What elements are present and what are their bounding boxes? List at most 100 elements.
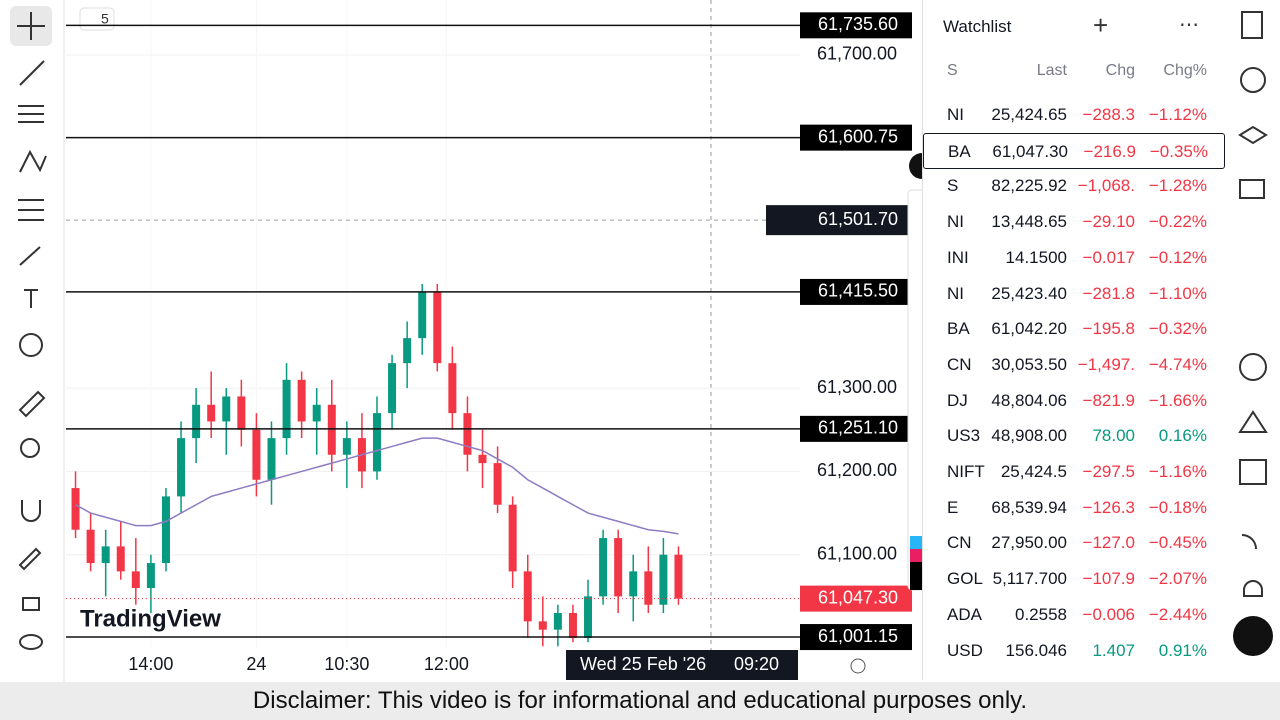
watchlist-row[interactable]: NI 13,448.65 −29.10 −0.22% <box>923 204 1223 238</box>
candle-body <box>629 571 638 597</box>
candle-body <box>342 438 351 455</box>
candle-body <box>584 596 593 639</box>
symbol: S <box>947 176 959 196</box>
right-toolbar <box>1233 11 1273 656</box>
candle-body <box>644 571 653 605</box>
candle-body <box>508 504 517 572</box>
price-line-box <box>800 124 912 151</box>
watchlist-row[interactable]: CN 30,053.50 −1,497. −4.74% <box>923 347 1223 381</box>
candle-body <box>192 404 201 439</box>
tool-icons <box>17 12 47 650</box>
watchlist-header: S Last Chg Chg% <box>923 62 1223 82</box>
last-price: 82,225.92 <box>991 176 1067 196</box>
price-line-label: 61,001.15 <box>818 626 898 646</box>
crosshair-price-label: 61,501.70 <box>818 209 898 229</box>
price-line-label: 61,415.50 <box>818 281 898 301</box>
watchlist-row[interactable]: S 82,225.92 −1,068. −1.28% <box>923 168 1223 202</box>
watchlist-row[interactable]: US3 48,908.00 78.00 0.16% <box>923 418 1223 452</box>
x-tick-label: 10:30 <box>324 654 369 674</box>
watchlist-row[interactable]: ADA 0.2558 −0.006 −2.44% <box>923 597 1223 631</box>
symbol: BA <box>947 319 970 339</box>
watchlist-row[interactable]: E 68,539.94 −126.3 −0.18% <box>923 490 1223 524</box>
change-percent: −1.66% <box>1148 390 1207 410</box>
change-percent: −2.07% <box>1148 569 1207 589</box>
color-swatch-magenta[interactable] <box>910 549 922 562</box>
symbol: NI <box>947 283 964 303</box>
column-header[interactable]: Last <box>1036 62 1067 79</box>
candle-body <box>131 571 140 589</box>
candle-body <box>674 554 683 599</box>
candle-body <box>463 413 472 455</box>
change: −281.8 <box>1082 283 1135 303</box>
candle-body <box>403 338 412 364</box>
last-price: 48,804.06 <box>991 390 1067 410</box>
candle-body <box>599 538 608 597</box>
change: −216.9 <box>1083 141 1136 161</box>
price-line-label: 61,251.10 <box>818 418 898 438</box>
watchlist-title[interactable]: Watchlist <box>943 17 1012 36</box>
color-swatch-cyan[interactable] <box>910 536 922 549</box>
watchlist: Watchlist + ⋯ S Last Chg Chg% NI 25,424.65 −2… <box>922 0 1227 680</box>
symbol: GOL <box>947 569 983 589</box>
watchlist-row[interactable]: NI 25,424.65 −288.3 −1.12% <box>923 97 1223 131</box>
watchlist-row[interactable]: DJ 48,804.06 −821.9 −1.66% <box>923 383 1223 417</box>
symbol: NI <box>947 105 964 124</box>
candle-body <box>207 404 216 422</box>
settings-icon[interactable] <box>850 658 866 674</box>
change: −288.3 <box>1082 105 1135 124</box>
watchlist-row[interactable]: INI 14.1500 −0.017 −0.12% <box>923 240 1223 274</box>
interval-badge[interactable] <box>79 7 115 31</box>
last-price: 68,539.94 <box>991 497 1067 517</box>
apps-button[interactable] <box>1233 616 1273 656</box>
symbol: CN <box>947 354 972 374</box>
change-percent: −0.35% <box>1149 141 1208 161</box>
pen-icon[interactable] <box>909 153 922 179</box>
left-toolbar <box>0 0 62 682</box>
change-percent: −1.16% <box>1148 462 1207 481</box>
change-percent: −1.10% <box>1148 283 1207 303</box>
watchlist-row[interactable]: NIFT 25,424.5 −297.5 −1.16% <box>923 454 1223 488</box>
change-percent: −1.12% <box>1148 105 1207 124</box>
change: −821.9 <box>1082 390 1135 410</box>
column-header[interactable]: Chg <box>1105 62 1135 79</box>
change-percent: −0.32% <box>1148 319 1207 339</box>
more-icon[interactable]: ⋯ <box>1179 14 1199 36</box>
watchlist-row[interactable]: CN 27,950.00 −127.0 −0.45% <box>923 525 1223 559</box>
watchlist-row[interactable]: USD 156.046 1.407 0.91% <box>923 633 1223 667</box>
symbol: ADA <box>947 604 982 624</box>
watchlist-row[interactable]: BA 61,047.30 −216.9 −0.35% <box>923 132 1225 169</box>
last-price: 13,448.65 <box>991 212 1067 232</box>
watchlist-row[interactable]: GOL 5,117.700 −107.9 −2.07% <box>923 561 1223 595</box>
change: −195.8 <box>1082 319 1135 339</box>
right-icons <box>1238 11 1268 597</box>
last-price-box <box>800 585 912 612</box>
add-icon[interactable]: + <box>1093 10 1109 40</box>
last-price: 48,908.00 <box>991 426 1067 446</box>
change: −126.3 <box>1082 497 1135 517</box>
brand-logo: TradingView <box>80 605 221 632</box>
candle-body <box>86 529 95 564</box>
watchlist-row[interactable]: NI 25,423.40 −281.8 −1.10% <box>923 276 1223 310</box>
change-percent: −1.28% <box>1148 176 1207 196</box>
price-line-box <box>800 624 912 651</box>
candle-body <box>237 396 246 430</box>
y-tick-label: 61,700.00 <box>817 44 897 64</box>
crosshair-time: 09:20 <box>734 654 779 674</box>
last-price: 61,047.30 <box>992 141 1068 161</box>
candle-body <box>267 438 276 480</box>
change-percent: 0.16% <box>1158 426 1207 446</box>
column-header[interactable]: Chg% <box>1163 62 1207 79</box>
price-line-box <box>800 278 912 305</box>
last-price-label: 61,047.30 <box>818 587 898 607</box>
x-tick-label: 14:00 <box>128 654 173 674</box>
candle-body <box>493 463 502 505</box>
symbol: US3 <box>947 426 981 446</box>
change: −107.9 <box>1082 569 1135 589</box>
watchlist-row[interactable]: BA 61,042.20 −195.8 −0.32% <box>923 311 1223 345</box>
candle-body <box>282 379 291 439</box>
column-header[interactable]: S <box>947 62 958 79</box>
symbol: CN <box>947 533 972 553</box>
change-percent: −0.45% <box>1148 533 1207 553</box>
candle-body <box>71 488 80 530</box>
